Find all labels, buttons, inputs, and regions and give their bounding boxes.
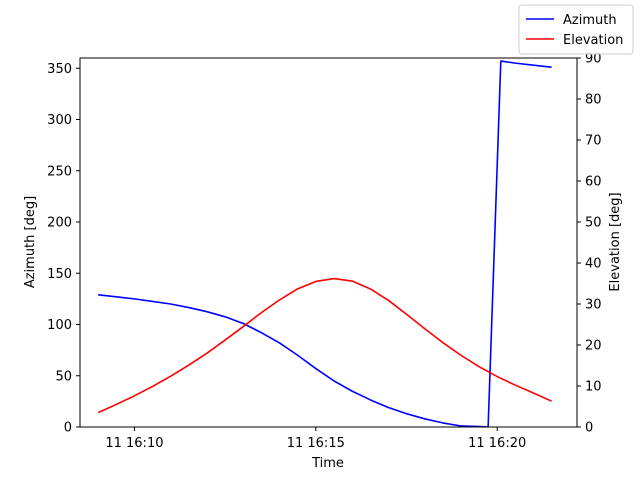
left-tick-label: 350 [47, 62, 72, 77]
left-axis-label: Azimuth [deg] [23, 196, 38, 288]
left-tick-label: 250 [47, 164, 72, 179]
series-line-elevation [97, 277, 552, 414]
right-tick-label: 60 [585, 175, 602, 190]
left-tick-label: 150 [47, 267, 72, 282]
x-tick-label: 11 16:20 [468, 436, 526, 451]
legend-label-elevation: Elevation [563, 33, 623, 48]
right-tick-label: 80 [585, 93, 602, 108]
right-tick-label: 20 [585, 339, 602, 354]
left-tick-label: 300 [47, 113, 72, 128]
x-axis-label: Time [311, 456, 344, 471]
plot-lines [97, 60, 552, 427]
legend: Azimuth Elevation [518, 4, 634, 55]
left-tick-label: 200 [47, 216, 72, 231]
plot-frame [79, 57, 578, 428]
right-tick-label: 0 [585, 421, 593, 436]
right-axis-label: Elevation [deg] [608, 192, 623, 291]
right-tick-label: 70 [585, 134, 602, 149]
left-tick-label: 0 [64, 421, 72, 436]
right-tick-label: 90 [585, 52, 602, 67]
right-tick-label: 10 [585, 380, 602, 395]
x-tick-label: 11 16:10 [105, 436, 163, 451]
right-tick-label: 40 [585, 257, 602, 272]
left-tick-label: 50 [55, 369, 72, 384]
right-axis: 0 10 20 30 40 50 60 70 80 90 [577, 52, 602, 436]
legend-label-azimuth: Azimuth [563, 13, 617, 28]
left-tick-label: 100 [47, 318, 72, 333]
series-line-azimuth [98, 60, 552, 427]
right-tick-label: 30 [585, 298, 602, 313]
x-axis: 11 16:10 11 16:15 11 16:20 [105, 427, 526, 451]
x-tick-label: 11 16:15 [287, 436, 345, 451]
right-tick-label: 50 [585, 216, 602, 231]
left-axis: 0 50 100 150 200 250 300 350 [47, 62, 80, 436]
legend-box [518, 4, 634, 55]
